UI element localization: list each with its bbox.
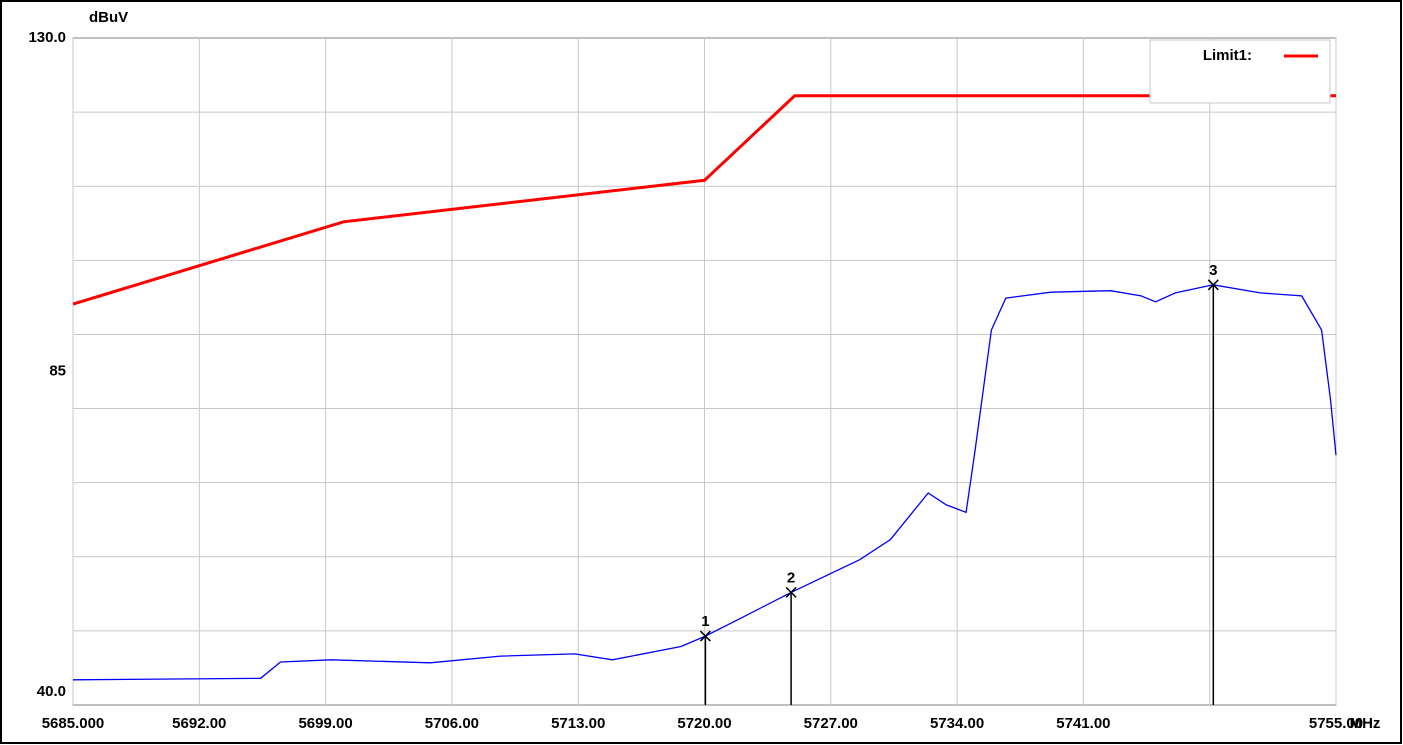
x-tick-label: 5713.00 xyxy=(551,715,605,732)
x-tick-label: 5699.00 xyxy=(298,715,352,732)
x-tick-label: 5734.00 xyxy=(930,715,984,732)
x-tick-label: 5706.00 xyxy=(425,715,479,732)
x-tick-label: 5755.00 xyxy=(1309,715,1363,732)
marker-label: 3 xyxy=(1209,262,1217,279)
x-tick-label: 5727.00 xyxy=(804,715,858,732)
marker-label: 2 xyxy=(787,569,795,586)
y-tick-label: 40.0 xyxy=(37,683,66,700)
marker xyxy=(1207,279,1219,291)
legend-label: Limit1: xyxy=(1203,47,1252,64)
y-tick-label: 130.0 xyxy=(28,29,66,46)
marker xyxy=(699,630,711,642)
legend: Limit1: xyxy=(1149,39,1331,104)
x-tick-label: 5685.000 xyxy=(42,715,105,732)
x-unit: MHz xyxy=(1350,715,1381,732)
marker-label: 1 xyxy=(701,613,709,630)
y-unit: dBuV xyxy=(89,9,128,26)
series-line xyxy=(72,94,1336,306)
y-tick-label: 85 xyxy=(49,362,66,379)
x-tick-label: 5720.00 xyxy=(677,715,731,732)
marker xyxy=(785,586,797,598)
x-tick-label: 5692.00 xyxy=(172,715,226,732)
legend-box xyxy=(1149,39,1331,104)
x-tick-label: 5741.00 xyxy=(1056,715,1110,732)
